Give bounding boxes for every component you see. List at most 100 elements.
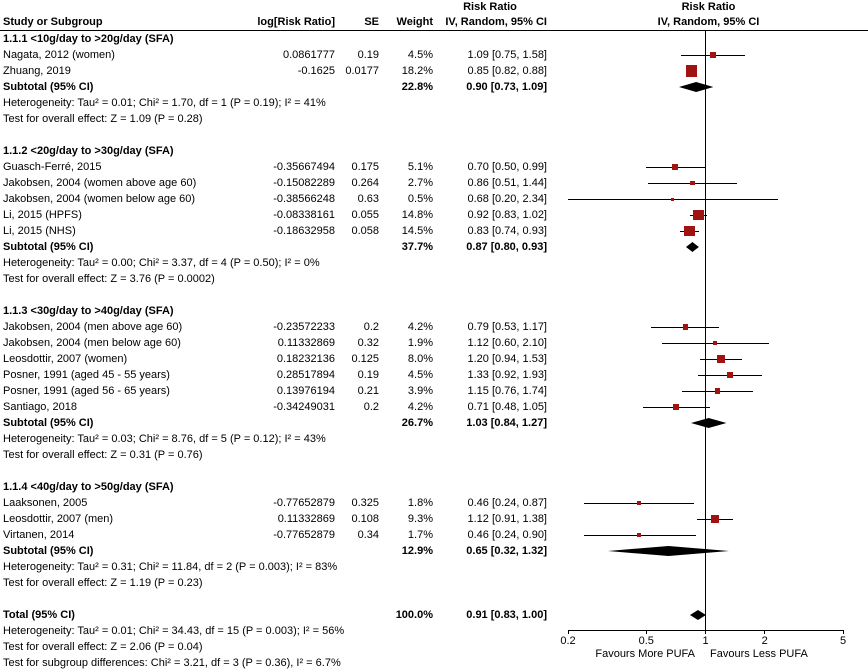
study-name: Jakobsen, 2004 (men below age 60): [3, 337, 181, 349]
ci-text: 0.71 [0.48, 1.05]: [467, 401, 547, 413]
ci-text: 0.65 [0.32, 1.32]: [466, 545, 547, 557]
note-row: Test for overall effect: Z = 1.19 (P = 0…: [0, 575, 868, 591]
log-rr-value: -0.18632958: [273, 225, 335, 237]
study-name: Subtotal (95% CI): [3, 417, 94, 429]
weight-value: 5.1%: [407, 161, 433, 173]
log-rr-value: 0.0861777: [283, 49, 335, 61]
weight-value: 3.9%: [407, 385, 433, 397]
axis-tick-label: 5: [839, 635, 847, 647]
se-value: 0.175: [351, 161, 379, 173]
rr-plot-column-title: Risk Ratio: [681, 1, 736, 13]
note-text: Test for overall effect: Z = 3.76 (P = 0…: [3, 273, 215, 285]
header-spacer: [243, 0, 335, 15]
column-header: Risk Ratio Risk Ratio Study or Subgroup …: [0, 0, 868, 31]
log-rr-value: -0.15082289: [273, 177, 335, 189]
weight-value: 26.7%: [401, 417, 433, 429]
study-row: Santiago, 2018 -0.34249031 0.2 4.2% 0.71 [0.…: [0, 399, 868, 415]
subtotal-row: Subtotal (95% CI) 22.8% 0.90 [0.73, 1.09]: [0, 79, 868, 95]
weight-value: 4.5%: [407, 49, 433, 61]
plot-cell: [549, 383, 868, 399]
pooled-diamond: [608, 546, 730, 556]
axis-tick-label: 0.2: [560, 635, 576, 647]
effect-square: [717, 355, 725, 363]
study-row: Jakobsen, 2004 (women above age 60) -0.15…: [0, 175, 868, 191]
log-rr-value: -0.1625: [297, 65, 335, 77]
rr-text-column-title: Risk Ratio: [463, 1, 517, 13]
header-line-1: Risk Ratio Risk Ratio: [0, 0, 868, 15]
se-value: [335, 239, 379, 255]
weight-value: 9.3%: [407, 513, 433, 525]
plot-cell: [549, 223, 868, 239]
null-effect-line: [705, 31, 706, 630]
note-row: Heterogeneity: Tau² = 0.31; Chi² = 11.84…: [0, 559, 868, 575]
study-row: Nagata, 2012 (women) 0.0861777 0.19 4.5% 1.0…: [0, 47, 868, 63]
plot-cell: [549, 399, 868, 415]
subgroup-label: 1.1.2 <20g/day to >30g/day (SFA): [3, 145, 174, 157]
se-value: 0.19: [357, 369, 379, 381]
log-rr-value: -0.77652879: [273, 529, 335, 541]
effect-square: [711, 514, 720, 524]
ci-text: 0.46 [0.24, 0.87]: [467, 497, 547, 509]
ci-text: 1.12 [0.91, 1.38]: [467, 513, 547, 525]
log-rr-value: -0.08338161: [273, 209, 335, 221]
note-row: Test for subgroup differences: Chi² = 3.…: [0, 655, 868, 671]
plot-cell: [549, 319, 868, 335]
log-rr-value: 0.13976194: [276, 385, 335, 397]
study-name: Jakobsen, 2004 (women below age 60): [3, 193, 196, 205]
x-axis: Favours More PUFA Favours Less PUFA 0.2 0…: [549, 630, 868, 672]
note-row: Test for overall effect: Z = 3.76 (P = 0…: [0, 271, 868, 287]
effect-square: [727, 372, 733, 378]
study-row: Posner, 1991 (aged 56 - 65 years) 0.13976…: [0, 383, 868, 399]
se-value: [335, 79, 379, 95]
study-name: Total (95% CI): [3, 609, 75, 621]
weight-value: 1.8%: [407, 497, 433, 509]
log-rr-value: [243, 79, 335, 95]
plot-cell: [549, 367, 868, 383]
note-text: Heterogeneity: Tau² = 0.00; Chi² = 3.37,…: [3, 257, 320, 269]
note-text: Heterogeneity: Tau² = 0.01; Chi² = 1.70,…: [3, 97, 326, 109]
subgroup-header-row: 1.1.3 <30g/day to >40g/day (SFA): [0, 303, 868, 319]
note-text: Test for subgroup differences: Chi² = 3.…: [3, 657, 341, 669]
study-name: Laaksonen, 2005: [3, 497, 88, 509]
se-value: 0.125: [351, 353, 379, 365]
study-row: Virtanen, 2014 -0.77652879 0.34 1.7% 0.46 [0…: [0, 527, 868, 543]
study-name: Jakobsen, 2004 (men above age 60): [3, 321, 183, 333]
log-rr-value: -0.23572233: [273, 321, 335, 333]
axis-tick-label: 1: [702, 635, 709, 647]
se-value: 0.32: [357, 337, 379, 349]
spacer-row: [0, 287, 868, 303]
study-name: Virtanen, 2014: [3, 529, 75, 541]
plot-cell: [549, 239, 868, 255]
pooled-diamond: [678, 82, 713, 92]
log-rr-value: -0.38566248: [273, 193, 335, 205]
weight-value: 2.7%: [407, 177, 433, 189]
weight-value: 1.9%: [407, 337, 433, 349]
se-value: [335, 543, 379, 559]
study-name: Li, 2015 (HPFS): [3, 209, 82, 221]
ci-text: 1.12 [0.60, 2.10]: [467, 337, 547, 349]
col-ci-plot-header: IV, Random, 95% CI: [657, 16, 760, 28]
effect-square: [714, 388, 721, 394]
weight-value: 4.5%: [407, 369, 433, 381]
subgroup-label: 1.1.3 <30g/day to >40g/day (SFA): [3, 305, 174, 317]
note-text: Heterogeneity: Tau² = 0.31; Chi² = 11.84…: [3, 561, 338, 573]
note-text: Heterogeneity: Tau² = 0.03; Chi² = 8.76,…: [3, 433, 326, 445]
ci-text: 1.15 [0.76, 1.74]: [467, 385, 547, 397]
ci-text: 0.92 [0.83, 1.02]: [467, 209, 547, 221]
axis-tick: [764, 630, 766, 634]
study-name: Leosdottir, 2007 (women): [3, 353, 128, 365]
plot-cell: [549, 63, 868, 79]
note-row: Heterogeneity: Tau² = 0.00; Chi² = 3.37,…: [0, 255, 868, 271]
header-line-2: Study or Subgroup log[Risk Ratio] SE Wei…: [0, 15, 868, 30]
col-study-header: Study or Subgroup: [3, 16, 103, 28]
plot-cell: [549, 607, 868, 623]
effect-square: [673, 404, 679, 410]
study-row: Leosdottir, 2007 (women) 0.18232136 0.125 8…: [0, 351, 868, 367]
note-text: Test for overall effect: Z = 0.31 (P = 0…: [3, 449, 203, 461]
ci-text: 0.68 [0.20, 2.34]: [467, 193, 547, 205]
study-row: Laaksonen, 2005 -0.77652879 0.325 1.8% 0.46 …: [0, 495, 868, 511]
study-row: Li, 2015 (HPFS) -0.08338161 0.055 14.8% 0.92…: [0, 207, 868, 223]
effect-square: [693, 209, 704, 221]
se-value: 0.055: [351, 209, 379, 221]
ci-text: 0.87 [0.80, 0.93]: [466, 241, 547, 253]
